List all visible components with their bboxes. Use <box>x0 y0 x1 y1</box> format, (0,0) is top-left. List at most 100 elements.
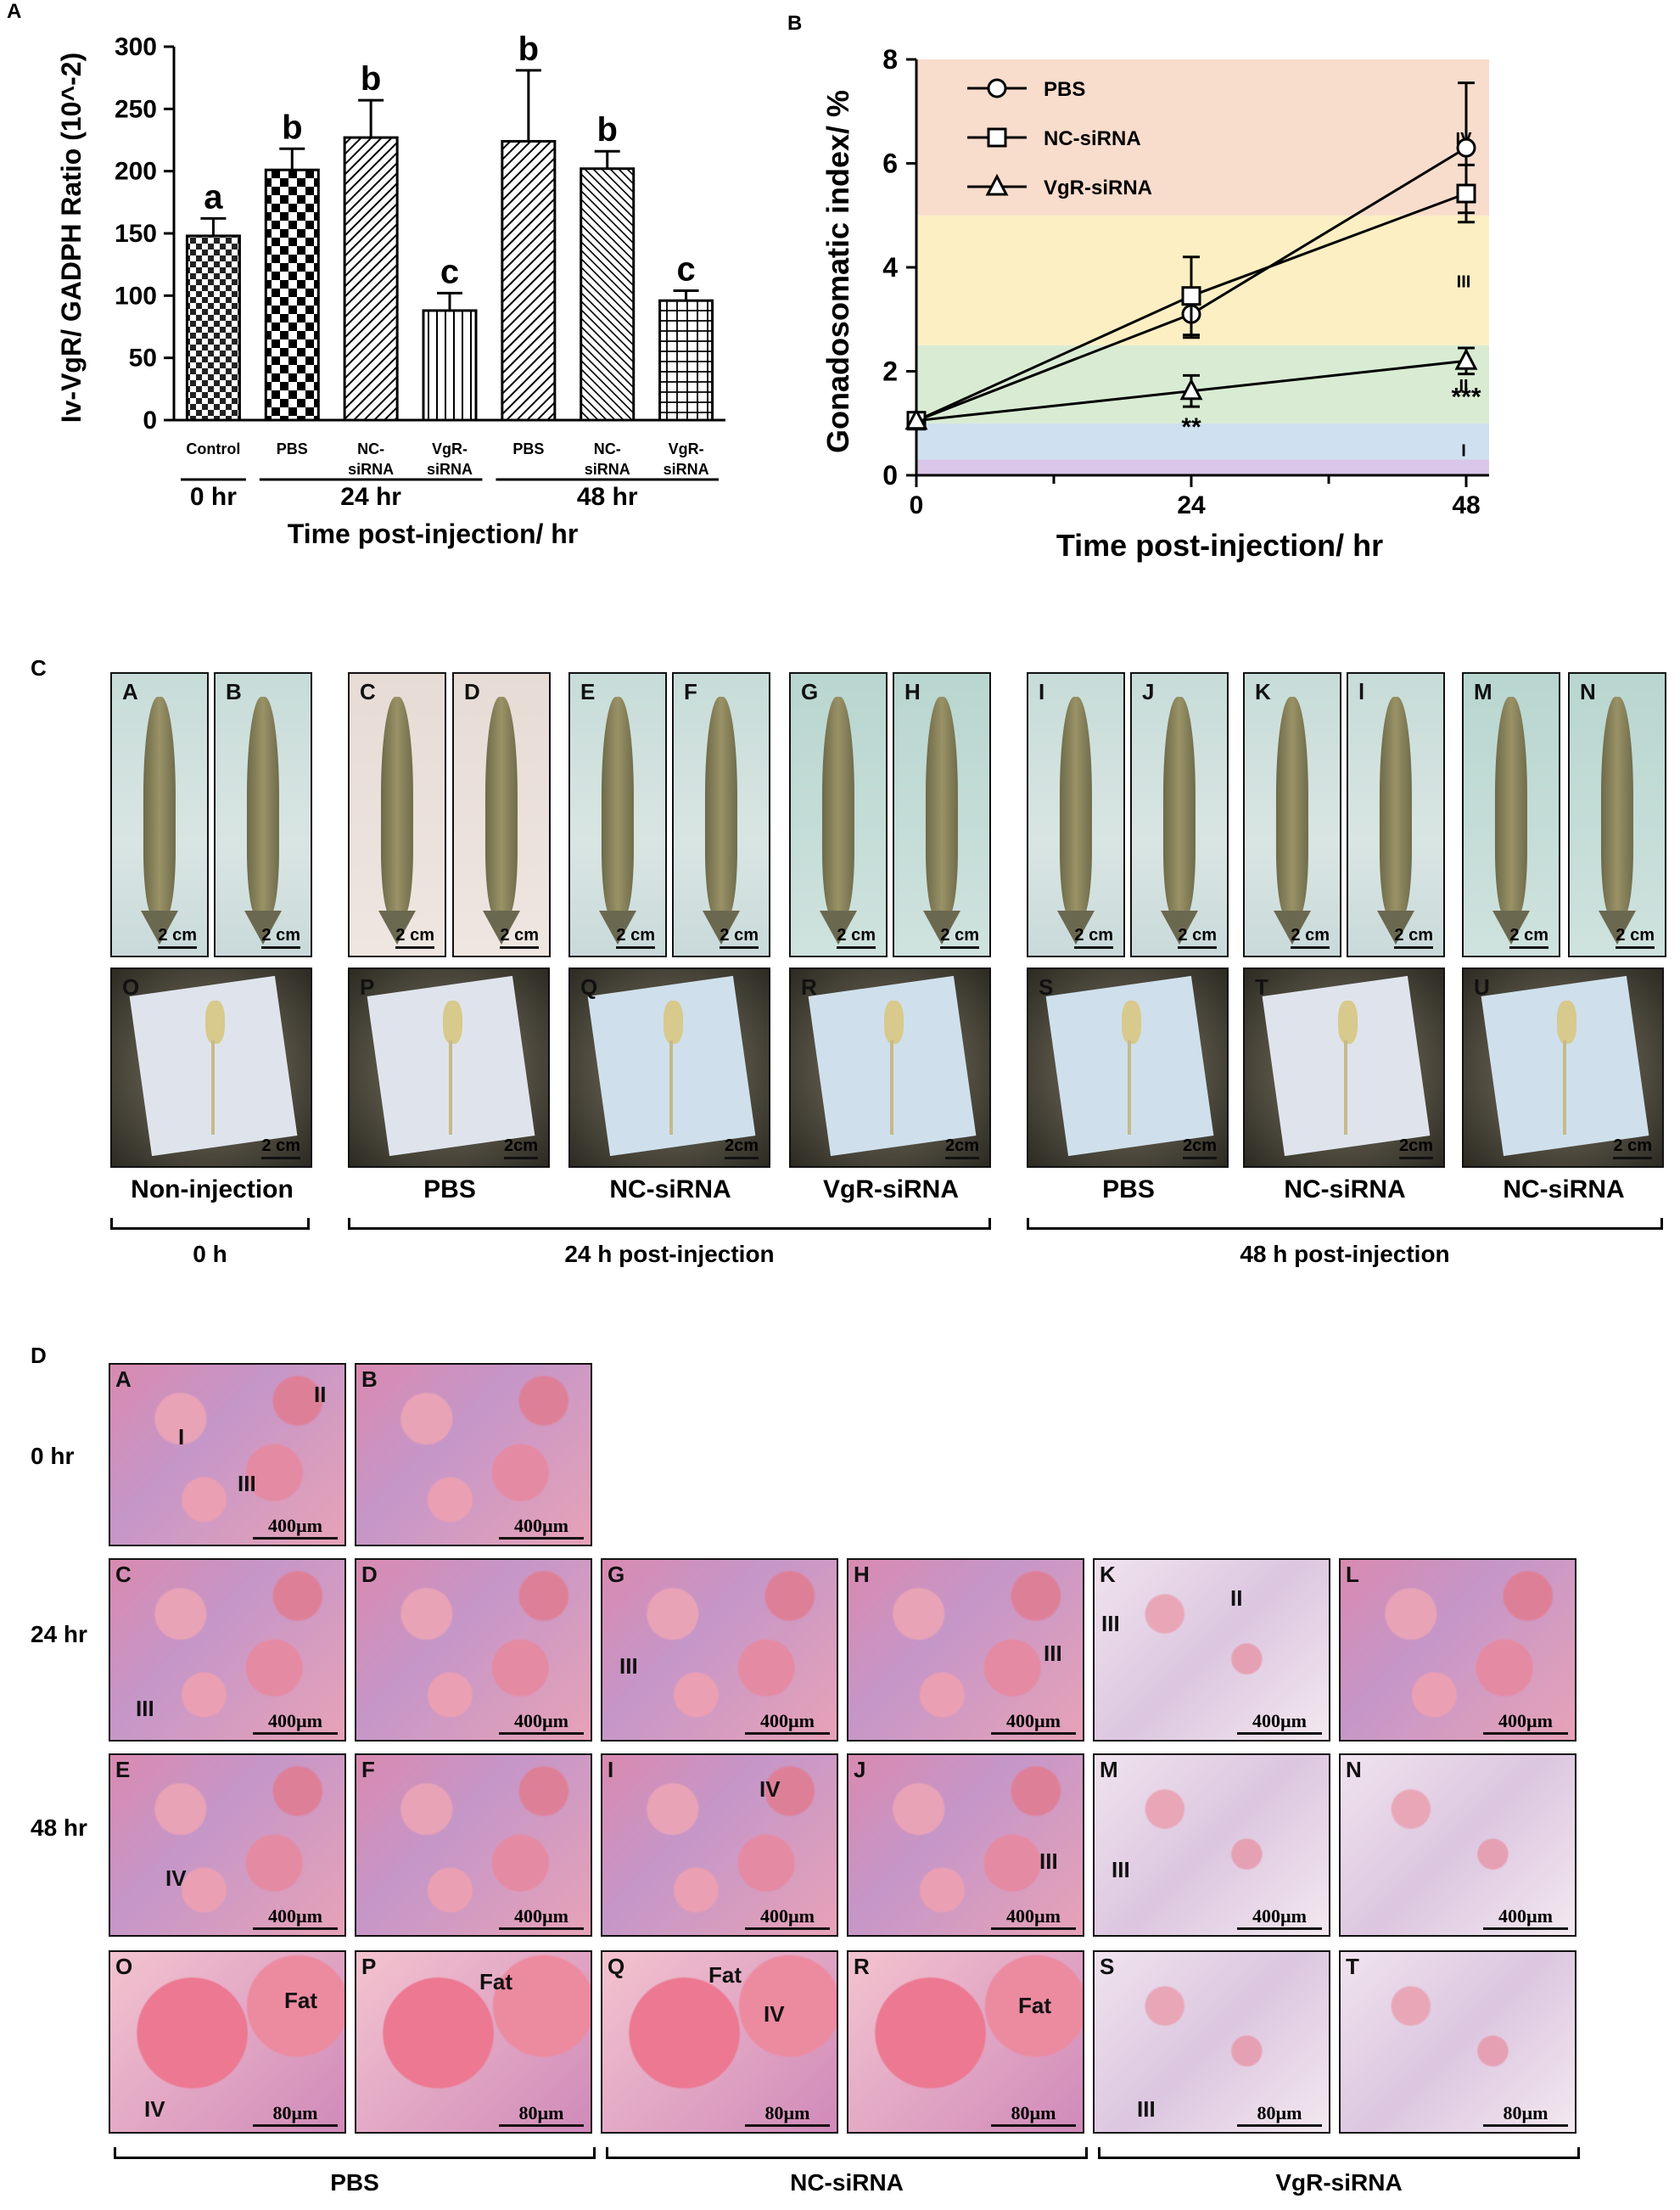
triangle-marker <box>1179 378 1203 401</box>
significance-letter: b <box>361 60 381 98</box>
stage-annotation: II <box>314 1382 327 1407</box>
shrimp-body <box>1379 696 1413 917</box>
image-label: O <box>115 1954 133 1979</box>
histology-image: T 80µm <box>1339 1950 1576 2134</box>
image-label: R <box>854 1954 870 1979</box>
stage-label: III <box>1457 272 1471 291</box>
x-tick-label: NC- <box>357 440 384 457</box>
x-tick-label: Control <box>186 440 240 457</box>
scale-bar: 400µm <box>745 1710 830 1735</box>
image-label: C <box>115 1562 132 1587</box>
stage-annotation: IV <box>144 2096 165 2122</box>
stage-annotation: IV <box>759 1776 781 1802</box>
image-label: K <box>1100 1562 1116 1587</box>
photo-label: E <box>580 679 596 704</box>
histology-image: I 400µm IV <box>601 1753 838 1937</box>
histology-image: S 80µm III <box>1093 1950 1330 2134</box>
square-marker <box>987 127 1007 148</box>
scale-bar: 2 cm <box>158 926 197 949</box>
panel-d-histology: A 400µm I II III B 400µm C 400µm III D 400µm G 400µm I… <box>0 1349 1680 2210</box>
image-label: M <box>1100 1757 1118 1782</box>
significance-letter: b <box>518 31 539 68</box>
photo-label: H <box>904 679 921 704</box>
shrimp-photo: D 2 cm <box>452 672 551 957</box>
x-axis-label: Time post-injection/ hr <box>1056 528 1383 563</box>
scale-bar: 2 cm <box>616 926 655 949</box>
significance-mark: ** <box>1181 413 1201 441</box>
image-label: J <box>854 1757 866 1782</box>
histology-image: D 400µm <box>355 1558 592 1742</box>
x-tick-label: siRNA <box>664 461 709 478</box>
stage-annotation: II <box>1230 1585 1243 1611</box>
stage-label: I <box>1461 441 1466 460</box>
gonad-cord <box>211 1040 215 1135</box>
photo-label: Q <box>580 974 598 1000</box>
histology-image: K 400µm III II <box>1093 1558 1330 1742</box>
shrimp-body <box>380 696 414 917</box>
photo-label: K <box>1255 679 1271 704</box>
circle-marker <box>1456 137 1476 158</box>
scale-bar: 2cm <box>1398 1136 1433 1159</box>
shrimp-photo: A 2 cm <box>110 672 209 957</box>
gonad-tissue <box>663 1001 684 1045</box>
image-label: B <box>361 1366 378 1392</box>
shrimp-photo: K 2 cm <box>1243 672 1341 957</box>
gonad-photo: O 2 cm <box>110 968 312 1168</box>
bar <box>185 234 241 422</box>
x-tick-label: PBS <box>277 440 308 457</box>
x-axis-label: Time post-injection/ hr <box>288 519 579 549</box>
row-label: 0 hr <box>31 1443 75 1469</box>
treatment-label: NC-siRNA <box>1284 1175 1406 1203</box>
histology-image: P 80µm Fat <box>355 1950 592 2134</box>
fat-annotation: Fat <box>284 1988 317 2013</box>
shrimp-body <box>143 696 176 917</box>
y-tick-label: 300 <box>115 33 157 61</box>
image-label: E <box>115 1757 131 1782</box>
shrimp-tail <box>703 910 740 945</box>
shrimp-tail <box>820 910 857 945</box>
group-label: NC-siRNA <box>790 2169 904 2196</box>
photo-label: B <box>226 679 242 704</box>
scale-bar: 2 cm <box>1509 926 1548 949</box>
shrimp-tail <box>1377 910 1414 945</box>
scale-bar: 400µm <box>253 1515 338 1540</box>
image-label: L <box>1346 1562 1359 1587</box>
y-tick-label: 0 <box>143 407 157 435</box>
shrimp-tail <box>1492 910 1530 945</box>
x-tick-label: 0 <box>910 491 924 519</box>
histology-image: J 400µm III <box>847 1753 1084 1937</box>
shrimp-photo: N 2 cm <box>1568 672 1666 957</box>
scale-bar: 80µm <box>1237 2102 1322 2127</box>
row-label: 24 hr <box>31 1621 87 1647</box>
stage-annotation: III <box>1044 1641 1062 1666</box>
x-tick-label: VgR- <box>432 440 468 457</box>
stage-annotation: III <box>136 1696 154 1721</box>
x-tick-label: siRNA <box>585 461 630 478</box>
y-tick-label: 6 <box>882 149 898 179</box>
shrimp-photo: J 2 cm <box>1130 672 1229 957</box>
image-label: S <box>1100 1954 1115 1979</box>
shrimp-tail <box>1274 910 1311 945</box>
shrimp-tail <box>599 910 636 945</box>
scale-bar: 80µm <box>991 2102 1076 2127</box>
scale-bar: 2 cm <box>261 926 300 949</box>
gonad-photo: U 2 cm <box>1462 968 1664 1168</box>
shrimp-photo: M 2 cm <box>1462 672 1560 957</box>
scale-bar: 2 cm <box>1616 926 1655 949</box>
shrimp-body <box>1600 696 1634 917</box>
stage-annotation: III <box>1137 2096 1156 2122</box>
shrimp-tail <box>1599 910 1636 945</box>
gonad-cord <box>1128 1040 1131 1135</box>
group-label: 0 h <box>193 1241 227 1267</box>
treatment-label: NC-siRNA <box>1503 1175 1625 1203</box>
image-label: N <box>1346 1757 1362 1782</box>
panel-c-photos: A 2 cm B 2 cm C 2 cm D 2 cm E 2 cm F 2 cm G 2 cm H 2 cm… <box>0 662 1680 1290</box>
scale-bar: 2 cm <box>1394 926 1433 949</box>
shrimp-photo: E 2 cm <box>568 672 667 957</box>
triangle-marker <box>1454 348 1478 370</box>
fat-annotation: Fat <box>1018 1993 1051 2018</box>
shrimp-photo: I 2 cm <box>1027 672 1125 957</box>
scale-bar: 400µm <box>991 1710 1076 1735</box>
x-tick-label: siRNA <box>348 461 394 478</box>
histology-image: L 400µm <box>1339 1558 1576 1742</box>
